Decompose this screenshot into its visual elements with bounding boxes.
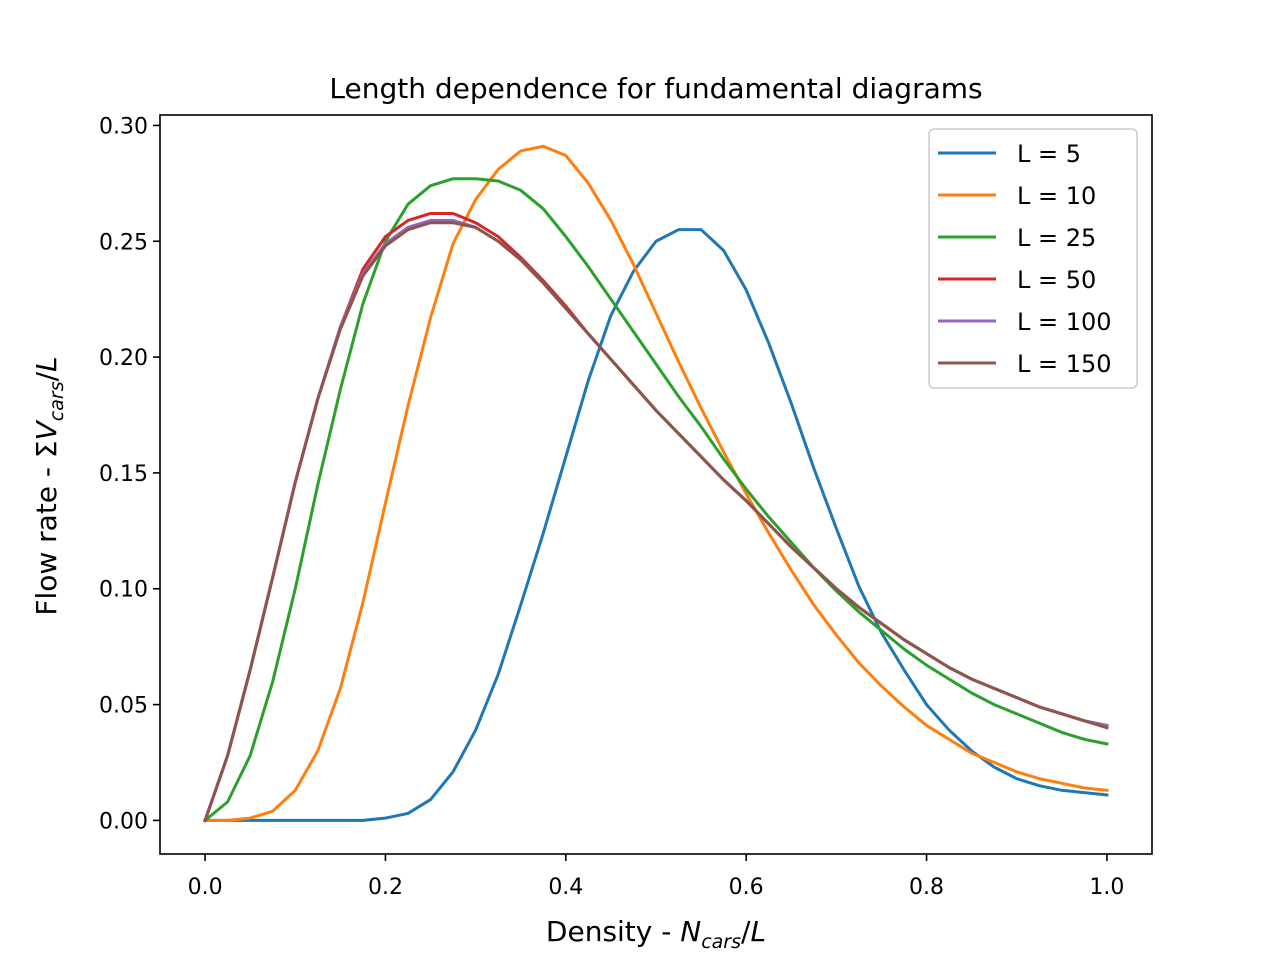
x-tick-label: 0.6: [729, 875, 764, 900]
legend-label-6: L = 150: [1017, 350, 1112, 378]
axis-label-prefix: Density -: [546, 915, 680, 948]
y-axis-label: Flow rate - ΣVcars/L: [30, 356, 68, 615]
x-tick-label: 1.0: [1089, 875, 1124, 900]
series-line-6: [203, 221, 1109, 823]
x-tick-label: 0.0: [188, 875, 223, 900]
y-tick-label: 0.15: [99, 462, 148, 487]
plot-area: [202, 144, 1109, 823]
axis-label-part: L: [30, 356, 63, 372]
y-tick-label: 0.20: [99, 346, 148, 371]
legend-label-5: L = 100: [1017, 308, 1112, 336]
legend-label-1: L = 5: [1017, 140, 1081, 168]
axis-label-part: /: [30, 371, 63, 381]
plot-frame: [159, 114, 1153, 855]
axis-ticks: 0.0 0.2 0.4 0.6 0.8 1.0 0.00 0.05 0.10 0.15 0.20 0.…: [99, 114, 1124, 900]
chart-title: Length dependence for fundamental diagra…: [329, 72, 982, 105]
axis-label-part: N: [680, 915, 701, 948]
axis-label-part: /: [741, 915, 751, 948]
axis-label-part: cars: [701, 931, 741, 953]
series-line-1: [203, 228, 1109, 822]
axis-label-part: Σ: [30, 440, 63, 458]
axis-label-part: cars: [46, 381, 68, 421]
legend-label-4: L = 50: [1017, 266, 1096, 294]
legend: L = 5 L = 10 L = 25 L = 50 L = 100 L = 150: [928, 128, 1138, 389]
y-tick-label: 0.10: [99, 578, 148, 603]
y-tick-label: 0.05: [99, 694, 148, 719]
y-tick-label: 0.30: [99, 114, 148, 139]
axis-label-part: L: [750, 915, 766, 948]
x-tick-label: 0.2: [368, 875, 403, 900]
legend-label-3: L = 25: [1017, 224, 1096, 252]
series-line-3: [202, 177, 1109, 823]
legend-label-2: L = 10: [1017, 182, 1096, 210]
x-tick-label: 0.8: [909, 875, 944, 900]
y-tick-label: 0.00: [99, 809, 148, 834]
axis-label-part: V: [30, 419, 63, 440]
x-axis-label: Density - Ncars/L: [546, 915, 766, 953]
y-tick-label: 0.25: [99, 230, 148, 255]
series-line-2: [203, 144, 1109, 822]
x-tick-label: 0.4: [548, 875, 583, 900]
axis-label-prefix: Flow rate -: [30, 458, 63, 616]
